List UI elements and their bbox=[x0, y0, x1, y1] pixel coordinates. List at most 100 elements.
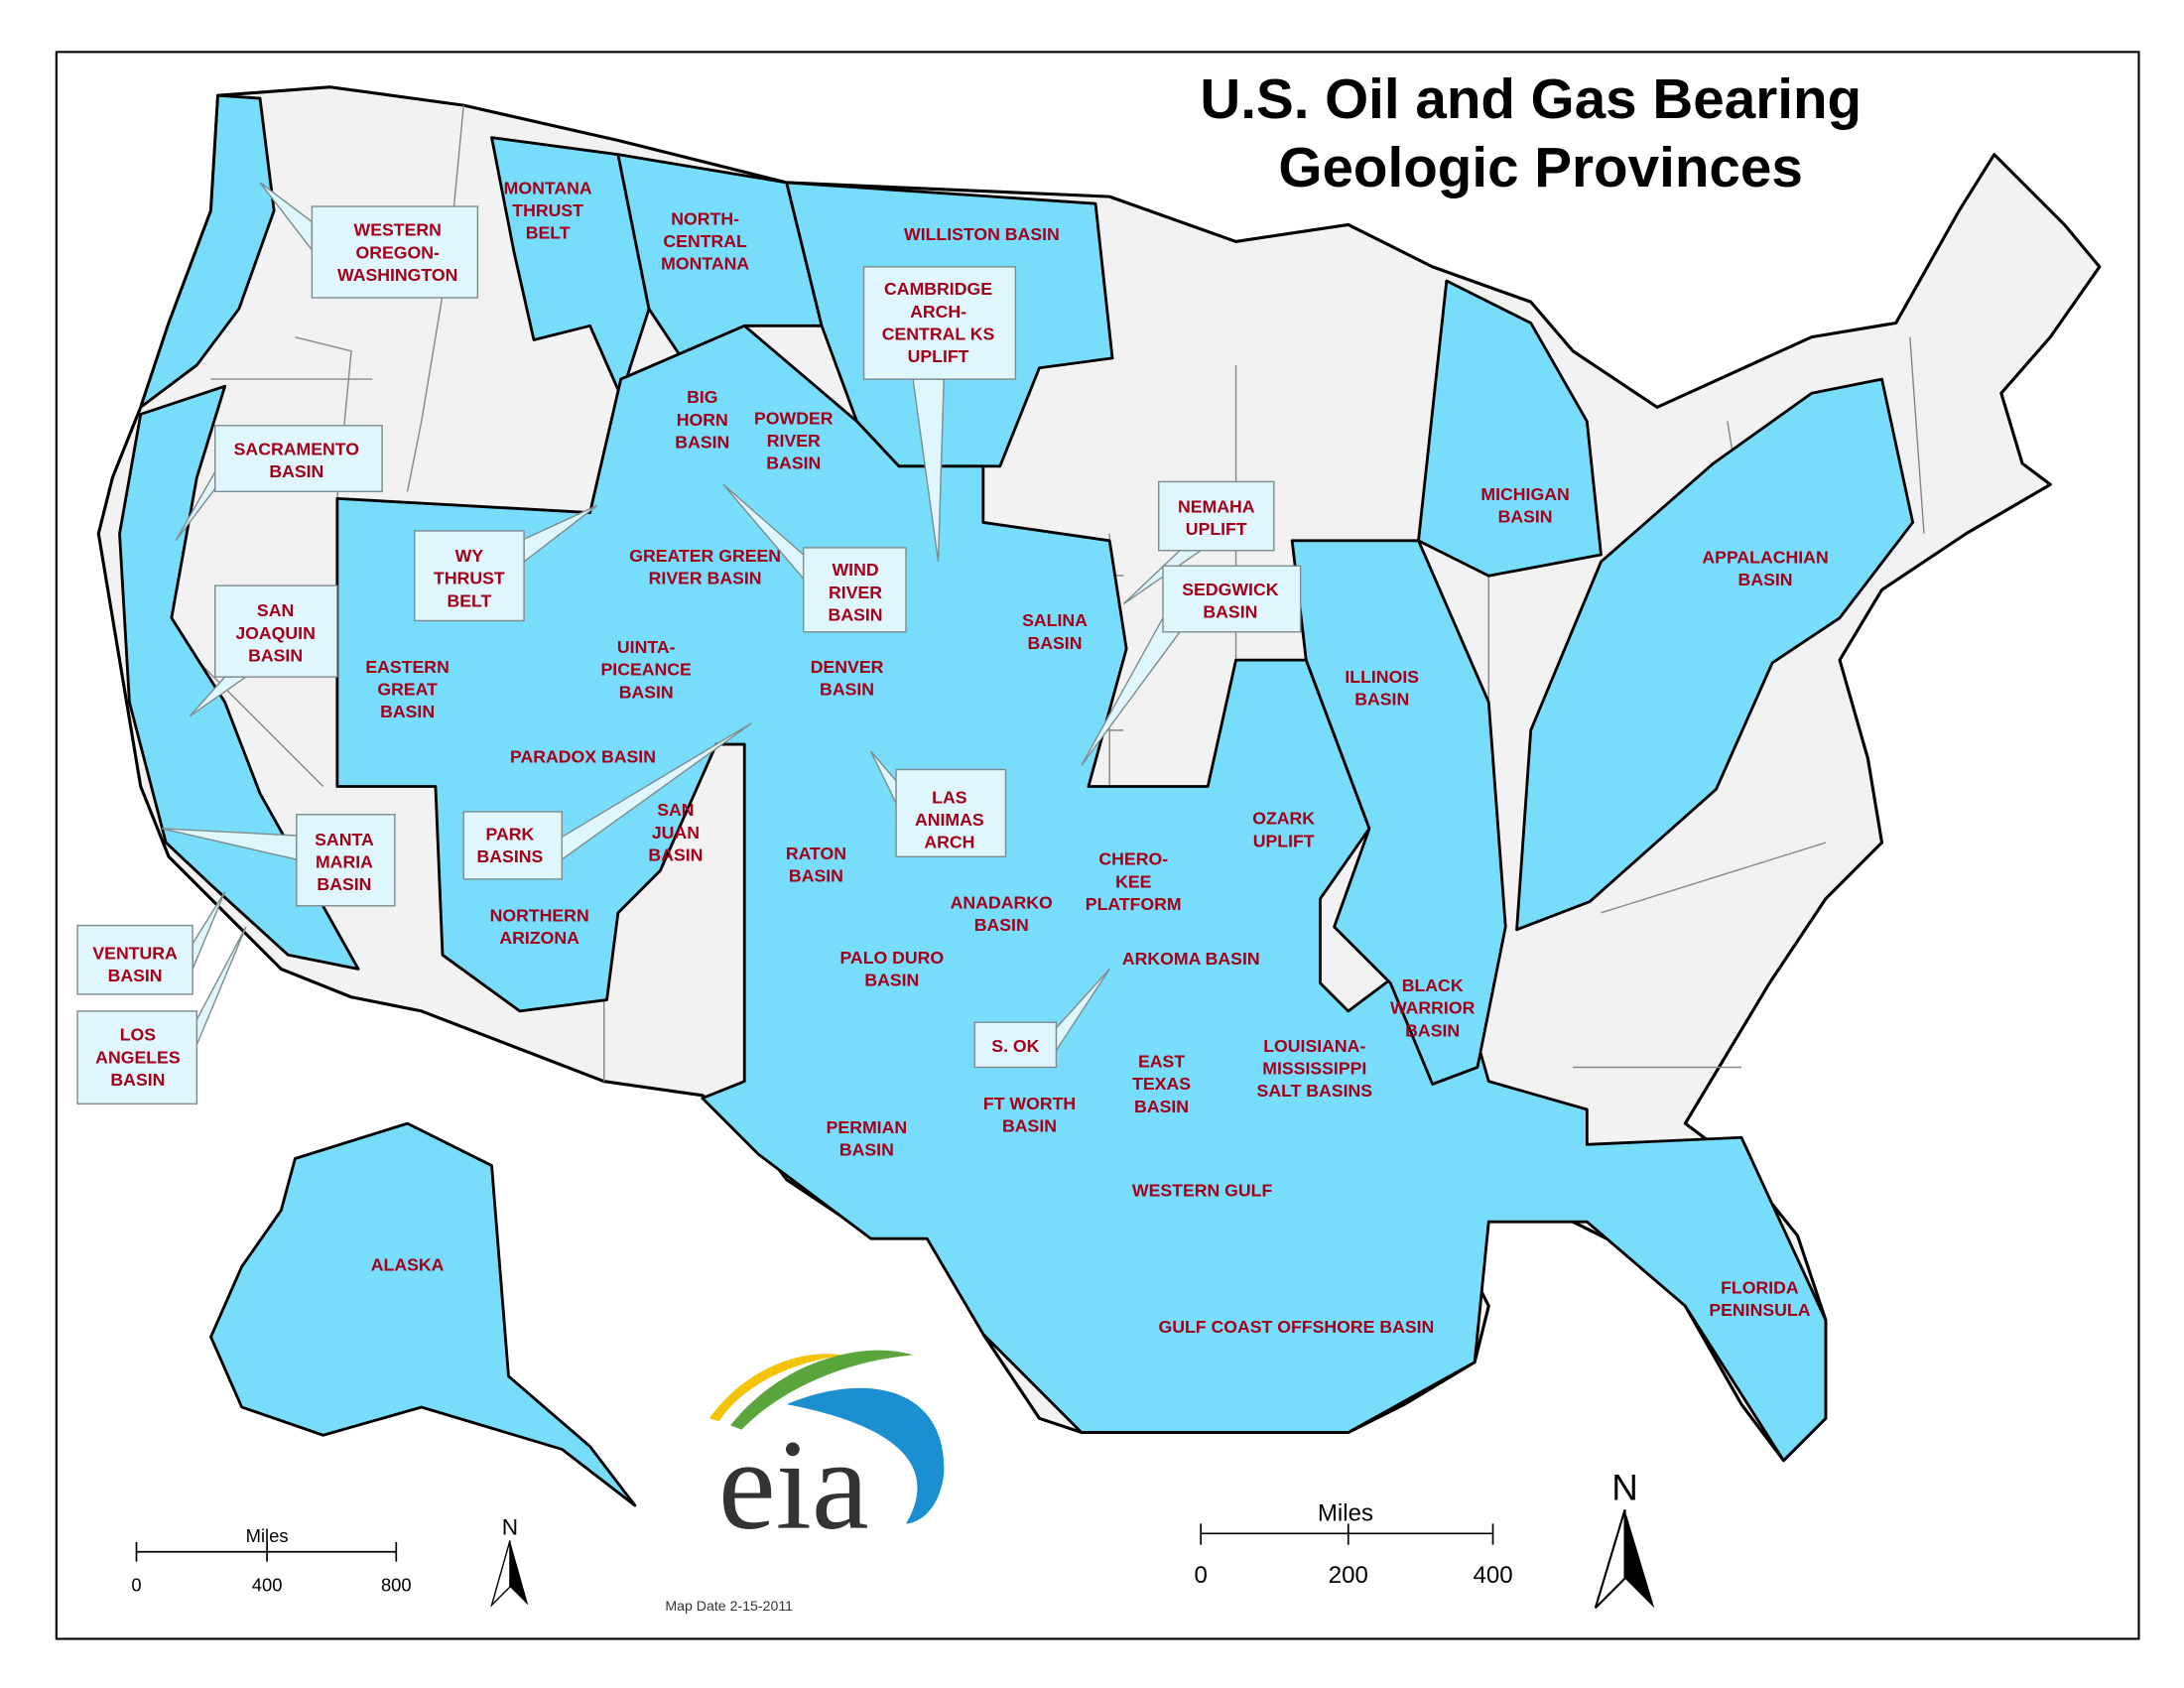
province-label-line: ARCH bbox=[924, 833, 974, 852]
province-label-line: PERMIAN bbox=[827, 1117, 908, 1137]
province-label-line: PARADOX BASIN bbox=[510, 746, 656, 766]
province-label-line: BASIN bbox=[864, 970, 919, 989]
province-label: ARKOMA BASIN bbox=[1122, 949, 1260, 969]
province-label-line: SANTA bbox=[315, 830, 374, 849]
province-label: NORTH- CENTRAL MONTANA bbox=[661, 208, 749, 273]
main-scale-tick: 0 bbox=[1194, 1562, 1207, 1589]
province-label-line: LOUISIANA- bbox=[1263, 1036, 1365, 1056]
province-label-line: OZARK bbox=[1252, 809, 1315, 829]
callout-box bbox=[214, 425, 383, 493]
province-label-line: CAMBRIDGE bbox=[884, 279, 992, 299]
province-label: SALINA BASIN bbox=[1022, 610, 1088, 653]
callout-box bbox=[462, 811, 563, 880]
province-label: POWDER RIVER BASIN bbox=[754, 408, 834, 472]
province-label-line: BELT bbox=[447, 590, 491, 610]
province-label-line: RIVER bbox=[767, 431, 821, 451]
province-label-line: BASIN bbox=[110, 1070, 165, 1090]
province-label-line: MISSISSIPPI bbox=[1262, 1059, 1366, 1079]
province-label-line: MICHIGAN bbox=[1480, 484, 1569, 504]
province-label-line: BASIN bbox=[648, 844, 703, 864]
province-label-line: VENTURA bbox=[92, 944, 178, 964]
province-label-line: UINTA- bbox=[617, 637, 676, 657]
province-label-line: BASIN bbox=[1498, 506, 1553, 526]
callout-label: CAMBRIDGE ARCH- CENTRAL KS UPLIFT bbox=[862, 266, 1017, 563]
province-label-line: CENTRAL KS bbox=[882, 324, 995, 343]
province-label-line: BASIN bbox=[1354, 689, 1409, 709]
province-label-line: DENVER bbox=[811, 657, 884, 677]
callout-box bbox=[311, 205, 479, 299]
province-label: CHERO-KEE PLATFORM bbox=[1086, 849, 1182, 914]
main-scale-tick: 400 bbox=[1473, 1562, 1512, 1589]
province-label-line: THRUST bbox=[512, 200, 583, 220]
province-rocky-mountain-midcontinent bbox=[335, 324, 1828, 1463]
province-label-line: RIVER bbox=[829, 583, 882, 602]
callout-label: SEDGWICK BASIN bbox=[1081, 565, 1302, 766]
province-label-line: BELT bbox=[526, 223, 571, 243]
main-scale-tick: 200 bbox=[1329, 1562, 1368, 1589]
province-label-line: PICEANCE bbox=[601, 660, 693, 680]
province-label-line: ANIMAS bbox=[915, 810, 984, 830]
province-michigan-basin bbox=[1417, 279, 1603, 578]
province-label-line: WESTERN bbox=[354, 220, 442, 240]
callout-box bbox=[296, 814, 396, 907]
province-label-line: NEMAHA bbox=[1178, 497, 1255, 517]
province-label-line: GULF COAST OFFSHORE BASIN bbox=[1158, 1317, 1434, 1337]
oil-gas-provinces bbox=[118, 93, 1915, 1507]
province-label-line: SACRAMENTO bbox=[234, 440, 359, 459]
main-scale-bar: Miles 0 200 400 bbox=[1194, 1500, 1512, 1589]
province-label: ALASKA bbox=[371, 1255, 445, 1275]
province-label-line: POWDER bbox=[754, 408, 834, 428]
province-label-line: PLATFORM bbox=[1086, 894, 1182, 914]
province-label: FT WORTH BASIN bbox=[983, 1094, 1076, 1136]
province-label-line: WESTERN GULF bbox=[1132, 1181, 1273, 1201]
callout-box bbox=[1162, 565, 1302, 633]
province-label-line: BIG bbox=[687, 387, 717, 407]
province-label-line: BASIN bbox=[839, 1140, 894, 1160]
province-label-line: PENINSULA bbox=[1709, 1300, 1810, 1320]
province-label-line: MONTANA bbox=[661, 254, 749, 274]
alaska-scale-unit: Miles bbox=[246, 1525, 289, 1546]
callout-label: WIND RIVER BASIN bbox=[722, 483, 907, 633]
callout-box bbox=[1158, 480, 1275, 552]
province-label: MONTANA THRUST BELT bbox=[504, 178, 592, 242]
province-label-line: BASIN bbox=[380, 702, 435, 721]
alaska-scale-bar: Miles 0 400 800 bbox=[131, 1525, 411, 1596]
province-label-line: WIND bbox=[832, 560, 878, 580]
province-label: PERMIAN BASIN bbox=[827, 1117, 908, 1160]
province-label-line: WARRIOR bbox=[1390, 998, 1476, 1018]
province-label-line: NORTH- bbox=[671, 208, 739, 228]
province-label: WESTERN GULF bbox=[1132, 1181, 1273, 1201]
callout-box bbox=[214, 584, 338, 678]
callout-label: VENTURA BASIN bbox=[76, 891, 226, 995]
map-date: Map Date 2-15-2011 bbox=[665, 1598, 793, 1614]
province-label-line: WY bbox=[455, 546, 484, 566]
province-label-line: LAS bbox=[932, 787, 967, 807]
callout-label: S. OK bbox=[973, 968, 1110, 1069]
province-label-line: ILLINOIS bbox=[1345, 667, 1419, 687]
province-label-line: ANADARKO bbox=[951, 893, 1053, 913]
callout-box bbox=[895, 768, 1007, 857]
province-label-line: BASIN bbox=[789, 866, 843, 886]
province-label-line: TEXAS bbox=[1132, 1074, 1191, 1094]
province-label-line: SEDGWICK bbox=[1182, 580, 1278, 599]
province-label-line: BASIN bbox=[108, 966, 163, 985]
callout-label: SACRAMENTO BASIN bbox=[175, 425, 383, 542]
callout-box bbox=[76, 924, 193, 995]
callout-box bbox=[973, 1021, 1058, 1069]
province-label-line: BASIN bbox=[1405, 1020, 1460, 1040]
province-label-line: BASIN bbox=[820, 679, 874, 699]
callout-label: WY THRUST BELT bbox=[413, 504, 598, 622]
province-label-line: MONTANA bbox=[504, 178, 592, 197]
north-label: N bbox=[502, 1515, 518, 1540]
province-label-line: EAST bbox=[1138, 1052, 1185, 1072]
province-label-line: KEE bbox=[1115, 871, 1152, 891]
